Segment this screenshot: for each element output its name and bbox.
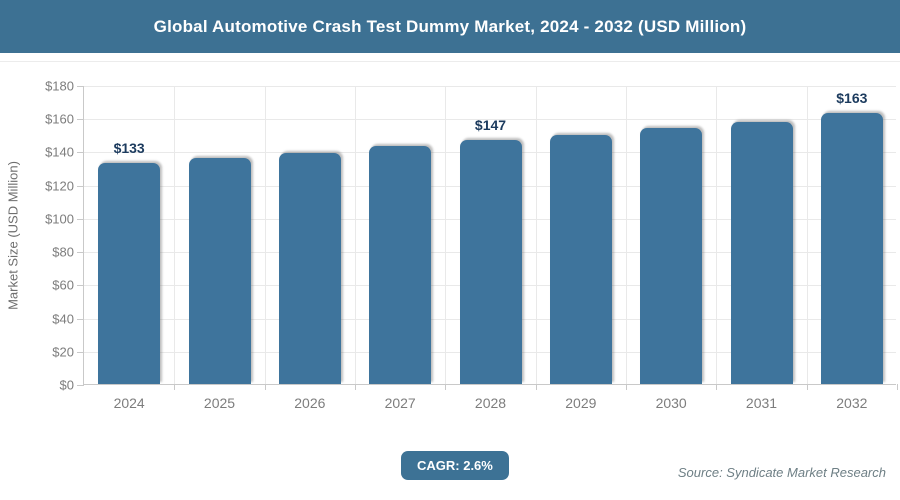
y-tick-label: $120 bbox=[45, 178, 74, 194]
gridline-vertical bbox=[626, 86, 627, 384]
bar bbox=[98, 163, 161, 384]
y-axis-tick bbox=[77, 152, 84, 154]
gridline-horizontal bbox=[84, 86, 896, 87]
y-axis-tick bbox=[77, 185, 84, 187]
gridline-vertical bbox=[355, 86, 356, 384]
source-attribution: Source: Syndicate Market Research bbox=[677, 465, 886, 480]
y-tick-label: $180 bbox=[45, 78, 74, 94]
bar bbox=[369, 146, 432, 384]
x-tick-label: 2032 bbox=[836, 395, 868, 411]
bar bbox=[549, 134, 612, 384]
cagr-badge: CAGR: 2.6% bbox=[401, 451, 509, 480]
x-axis-tick bbox=[535, 384, 537, 390]
bar bbox=[278, 153, 341, 384]
y-axis-tick bbox=[77, 318, 84, 320]
panel-top-border bbox=[0, 61, 900, 62]
gridline-vertical bbox=[445, 86, 447, 384]
bar bbox=[459, 139, 522, 384]
gridline-horizontal bbox=[84, 119, 896, 121]
chart-title-banner: Global Automotive Crash Test Dummy Marke… bbox=[0, 0, 900, 53]
x-axis-tick bbox=[264, 384, 266, 390]
y-tick-label: $100 bbox=[45, 211, 74, 227]
bar bbox=[730, 121, 793, 384]
x-tick-label: 2024 bbox=[113, 395, 145, 411]
x-tick-label: 2027 bbox=[384, 395, 416, 411]
bar bbox=[640, 128, 703, 384]
gridline-vertical bbox=[716, 86, 718, 384]
bar-value-label: $163 bbox=[836, 90, 868, 107]
y-axis-tick bbox=[77, 218, 84, 220]
y-tick-label: $40 bbox=[52, 311, 74, 327]
y-tick-label: $80 bbox=[52, 244, 74, 260]
gridline-vertical bbox=[264, 86, 266, 384]
x-tick-label: 2031 bbox=[745, 395, 778, 411]
y-axis-tick bbox=[77, 385, 84, 386]
x-axis-tick bbox=[626, 384, 627, 390]
y-tick-label: $160 bbox=[45, 111, 74, 127]
y-tick-label: $140 bbox=[45, 144, 74, 160]
y-tick-label: $0 bbox=[59, 377, 74, 393]
y-axis-tick bbox=[77, 252, 84, 254]
bar bbox=[188, 158, 251, 384]
x-axis-tick bbox=[174, 384, 176, 390]
x-axis-tick bbox=[355, 384, 356, 390]
x-tick-label: 2030 bbox=[655, 395, 687, 411]
y-axis-tick bbox=[77, 86, 84, 87]
y-tick-label: $20 bbox=[52, 344, 74, 360]
bar-chart-plot-area: $0 $20 $40 $60 $80 $100 $120 $140 $160 $180 $133 20… bbox=[45, 79, 898, 411]
y-axis-tick bbox=[77, 285, 84, 287]
x-axis-tick bbox=[445, 384, 447, 390]
x-axis-tick bbox=[716, 384, 718, 390]
x-axis-tick bbox=[806, 384, 808, 390]
x-axis-tick bbox=[897, 384, 898, 390]
x-tick-label: 2025 bbox=[203, 395, 236, 411]
gridline-vertical bbox=[174, 86, 176, 384]
bar-value-label: $133 bbox=[113, 140, 145, 157]
y-axis-tick bbox=[77, 119, 84, 121]
x-tick-label: 2026 bbox=[294, 395, 326, 411]
page-title: Global Automotive Crash Test Dummy Marke… bbox=[153, 16, 747, 36]
gridline-vertical bbox=[806, 86, 808, 384]
x-tick-label: 2029 bbox=[565, 395, 597, 411]
gridline-vertical bbox=[535, 86, 537, 384]
y-tick-label: $60 bbox=[52, 277, 74, 293]
bar-value-label: $147 bbox=[474, 116, 507, 133]
bar bbox=[820, 113, 883, 384]
x-tick-label: 2028 bbox=[474, 395, 507, 411]
y-axis-tick bbox=[77, 351, 84, 353]
